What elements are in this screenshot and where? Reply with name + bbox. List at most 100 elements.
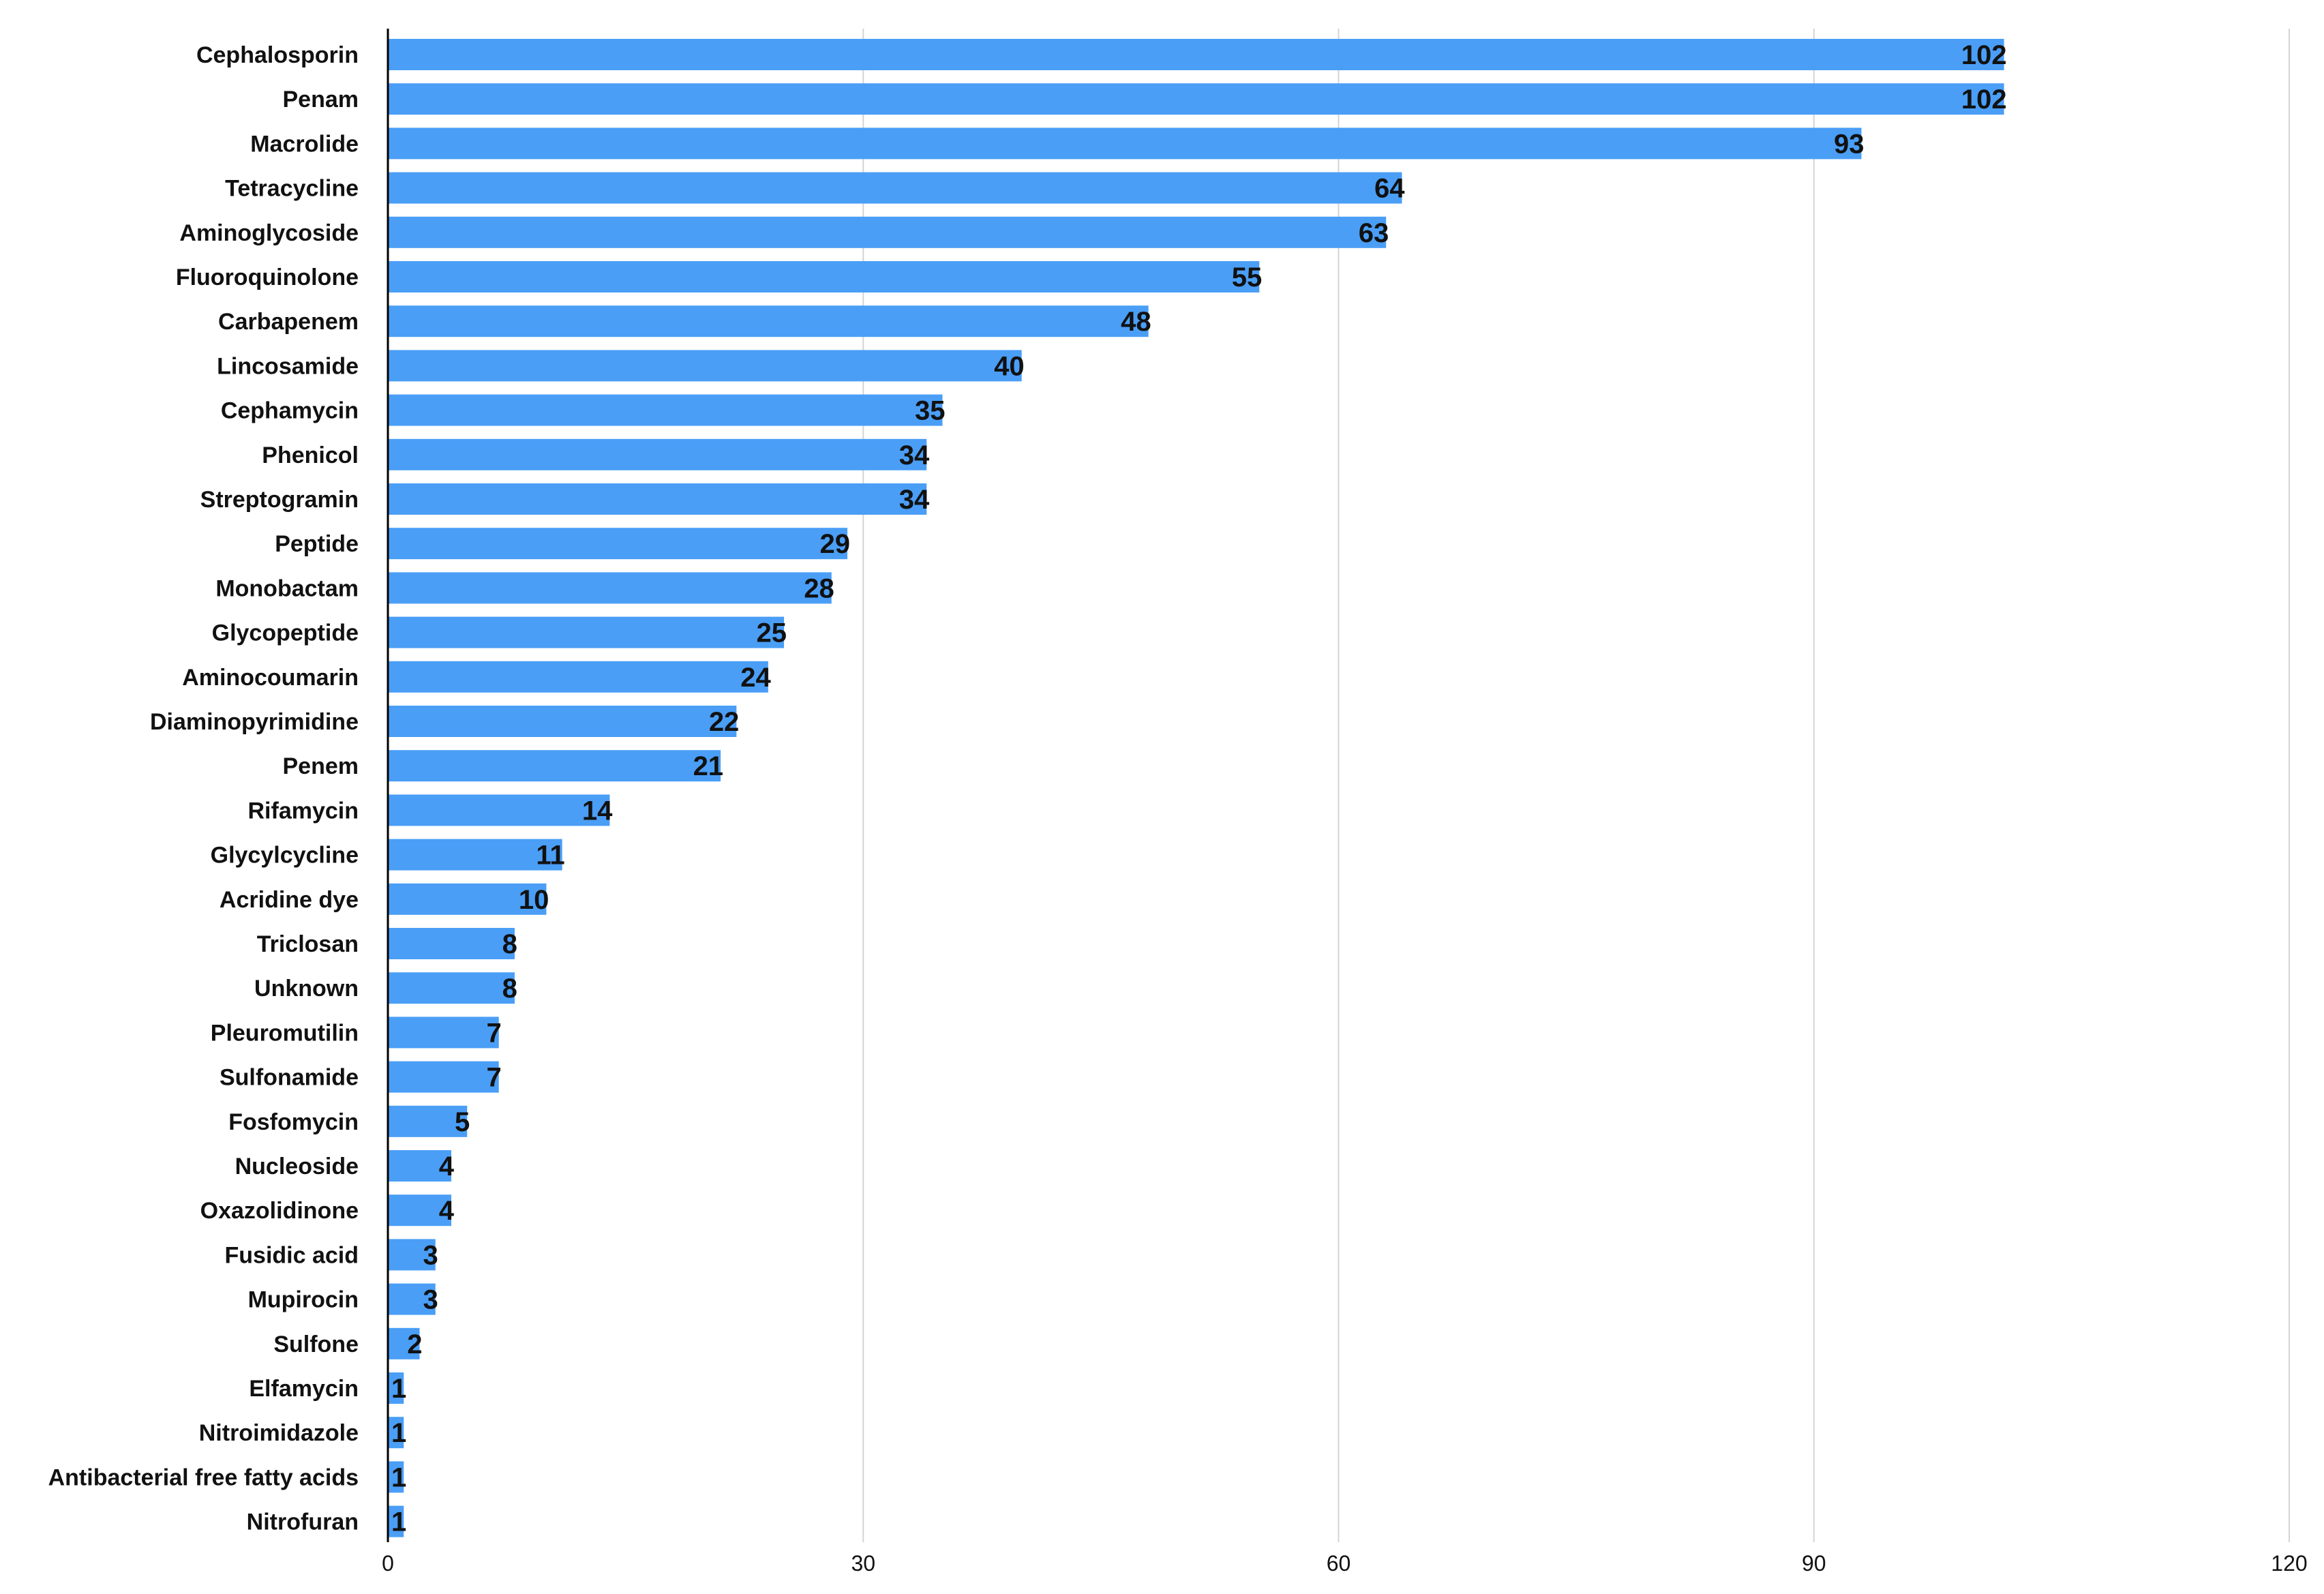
bar-unknown: [389, 972, 515, 1004]
data-label-nitroimidazole: 1: [391, 1418, 406, 1448]
data-label-glycylcycline: 11: [536, 841, 564, 871]
category-label-fluoroquinolone: Fluoroquinolone: [176, 265, 359, 290]
data-label-cephalosporin: 102: [1961, 40, 2007, 70]
data-label-penam: 102: [1961, 85, 2007, 115]
bar-cephamycin: [389, 394, 943, 426]
bar-tetracycline: [389, 172, 1402, 204]
category-label-nucleoside: Nucleoside: [235, 1154, 359, 1179]
bar-nitrofuran: [389, 1505, 404, 1537]
category-label-acridine-dye: Acridine dye: [220, 887, 359, 913]
category-label-nitrofuran: Nitrofuran: [247, 1509, 359, 1535]
data-label-sulfonamide: 7: [486, 1063, 501, 1093]
bar-diaminopyrimidine: [389, 706, 737, 737]
x-tick-label-60: 60: [1327, 1551, 1351, 1576]
data-label-lincosamide: 40: [994, 351, 1025, 381]
data-label-macrolide: 93: [1834, 129, 1865, 159]
data-label-penem: 21: [693, 751, 724, 781]
category-label-monobactam: Monobactam: [215, 575, 359, 601]
category-label-penem: Penem: [283, 753, 359, 779]
category-label-elfamycin: Elfamycin: [249, 1376, 359, 1402]
category-label-rifamycin: Rifamycin: [248, 798, 359, 824]
category-label-cephamycin: Cephamycin: [221, 398, 359, 424]
bar-carbapenem: [389, 305, 1149, 337]
data-label-cephamycin: 35: [915, 396, 946, 426]
data-label-phenicol: 34: [899, 440, 930, 470]
category-label-mupirocin: Mupirocin: [248, 1287, 359, 1313]
bar-sulfonamide: [389, 1061, 499, 1093]
category-label-nitroimidazole: Nitroimidazole: [199, 1420, 359, 1446]
bars: [389, 39, 2004, 1537]
category-label-macrolide: Macrolide: [250, 131, 359, 157]
x-tick-labels: 0 30 60 90 120: [382, 1551, 2308, 1576]
category-label-aminoglycoside: Aminoglycoside: [179, 220, 359, 246]
category-label-fusidic-acid: Fusidic acid: [225, 1242, 359, 1268]
bar-phenicol: [389, 438, 927, 470]
data-label-sulfone: 2: [407, 1329, 422, 1359]
bar-acridine-dye: [389, 883, 547, 915]
bar-mupirocin: [389, 1283, 436, 1315]
bar-lincosamide: [389, 350, 1022, 382]
category-label-diaminopyrimidine: Diaminopyrimidine: [150, 709, 359, 735]
data-label-triclosan: 8: [502, 929, 517, 959]
bar-elfamycin: [389, 1372, 404, 1404]
category-label-sulfonamide: Sulfonamide: [220, 1065, 359, 1091]
category-label-streptogramin: Streptogramin: [200, 487, 359, 513]
bar-penem: [389, 750, 721, 782]
data-label-carbapenem: 48: [1121, 307, 1151, 337]
x-tick-label-0: 0: [382, 1551, 394, 1576]
category-label-peptide: Peptide: [275, 531, 359, 557]
data-label-aminocoumarin: 24: [740, 663, 771, 693]
bar-aminocoumarin: [389, 661, 768, 693]
data-label-fosfomycin: 5: [455, 1107, 470, 1137]
bar-monobactam: [389, 572, 832, 604]
data-label-diaminopyrimidine: 22: [709, 707, 740, 737]
category-label-sulfone: Sulfone: [273, 1332, 359, 1357]
bar-nitroimidazole: [389, 1417, 404, 1449]
category-label-fosfomycin: Fosfomycin: [228, 1109, 359, 1135]
data-label-fluoroquinolone: 55: [1232, 262, 1263, 292]
category-label-antibacterial-free-fatty-acids: Antibacterial free fatty acids: [48, 1464, 359, 1490]
bar-oxazolidinone: [389, 1194, 451, 1227]
category-label-pleuromutilin: Pleuromutilin: [211, 1020, 359, 1046]
category-label-oxazolidinone: Oxazolidinone: [200, 1198, 359, 1224]
data-label-aminoglycoside: 63: [1359, 218, 1389, 248]
data-label-streptogramin: 34: [899, 485, 930, 515]
bar-cephalosporin: [389, 39, 2004, 70]
data-label-antibacterial-free-fatty-acids: 1: [391, 1462, 406, 1492]
bar-pleuromutilin: [389, 1017, 499, 1049]
bar-peptide: [389, 528, 848, 560]
data-label-glycopeptide: 25: [757, 618, 787, 648]
category-label-glycopeptide: Glycopeptide: [212, 620, 359, 646]
bar-aminoglycoside: [389, 216, 1387, 248]
category-label-penam: Penam: [283, 87, 359, 112]
x-tick-label-30: 30: [851, 1551, 875, 1576]
data-label-rifamycin: 14: [582, 796, 613, 826]
category-label-unknown: Unknown: [254, 976, 359, 1002]
category-label-phenicol: Phenicol: [262, 442, 359, 468]
bar-penam: [389, 83, 2004, 115]
category-label-tetracycline: Tetracycline: [225, 176, 359, 202]
data-label-nitrofuran: 1: [391, 1507, 406, 1537]
grid-lines: [862, 29, 2290, 1542]
bar-fosfomycin: [389, 1105, 468, 1137]
data-labels: 1021029364635548403534342928252422211411…: [391, 40, 2007, 1537]
category-label-carbapenem: Carbapenem: [218, 309, 359, 335]
data-label-monobactam: 28: [804, 573, 834, 603]
bar-rifamycin: [389, 794, 610, 826]
category-label-triclosan: Triclosan: [257, 931, 359, 957]
data-label-peptide: 29: [820, 529, 851, 559]
category-label-glycylcycline: Glycylcycline: [211, 843, 359, 869]
x-tick-label-120: 120: [2271, 1551, 2307, 1576]
bar-antibacterial-free-fatty-acids: [389, 1461, 404, 1493]
bar-triclosan: [389, 928, 515, 959]
data-label-nucleoside: 4: [439, 1152, 455, 1182]
x-tick-label-90: 90: [1802, 1551, 1826, 1576]
category-label-lincosamide: Lincosamide: [217, 353, 359, 379]
bar-fluoroquinolone: [389, 261, 1260, 292]
data-label-tetracycline: 64: [1374, 174, 1405, 204]
bar-glycylcycline: [389, 839, 562, 871]
bar-streptogramin: [389, 483, 927, 515]
bar-macrolide: [389, 127, 1862, 160]
bar-nucleoside: [389, 1150, 451, 1182]
